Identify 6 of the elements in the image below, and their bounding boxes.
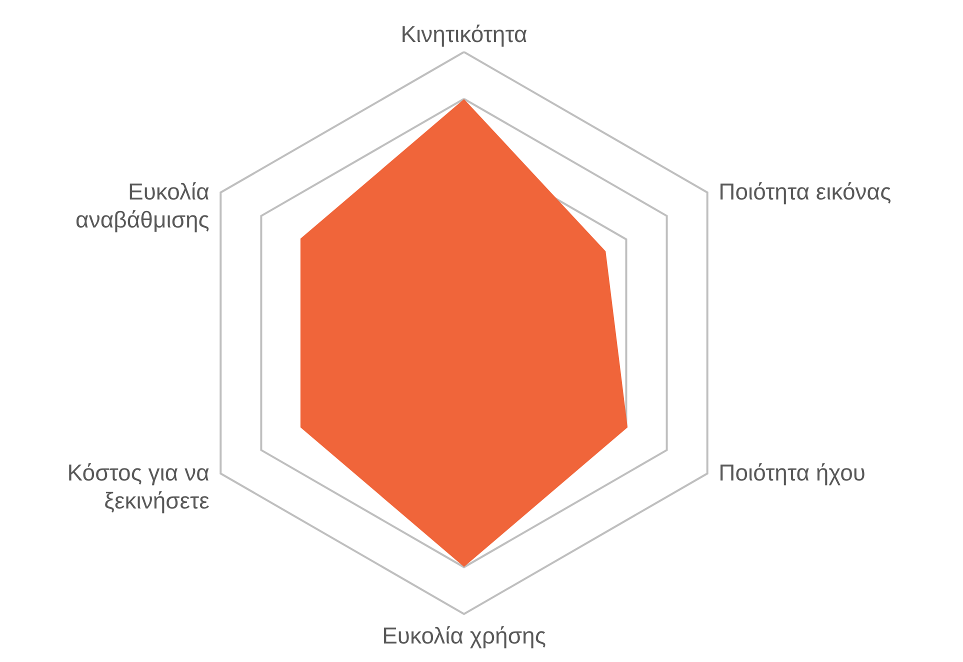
spoke-label: Ποιότητα ήχου xyxy=(718,460,866,486)
spoke-label: Ευκολία χρήσης xyxy=(382,622,546,648)
spoke-label: Ποιότητα εικόνας xyxy=(718,178,892,204)
spoke-label: Κόστος για να ξεκινήσετε xyxy=(67,460,210,514)
spoke-label: Ευκολία αναβάθμισης xyxy=(76,178,210,232)
spoke-label: Κινητικότητα xyxy=(400,21,528,48)
